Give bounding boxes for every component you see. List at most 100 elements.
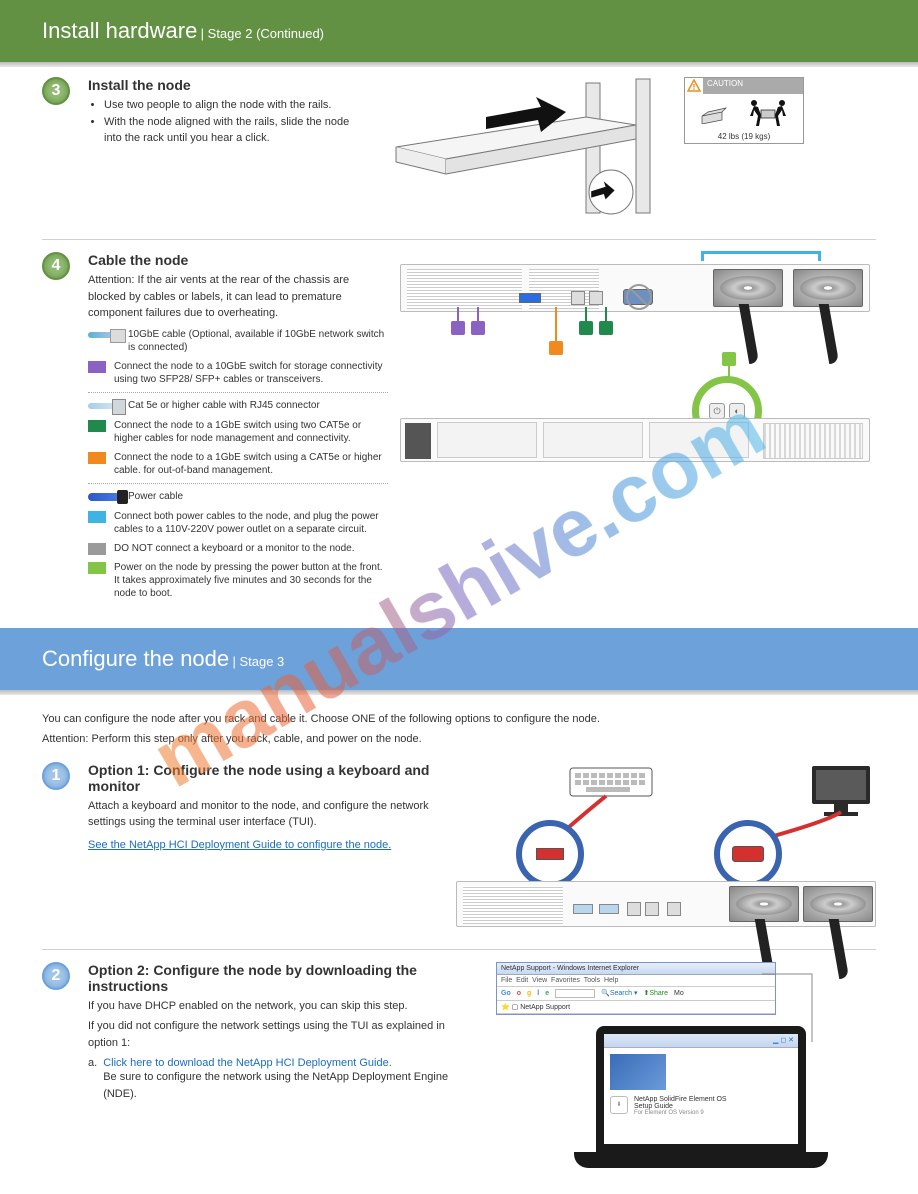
option2-heading: Option 2: Configure the node by download… (88, 962, 458, 994)
port-purple2 (471, 321, 485, 335)
weight-box-icon (698, 102, 728, 124)
no-connect-icon (619, 283, 659, 311)
stage3-intro: You can configure the node after you rac… (42, 711, 876, 728)
line (457, 307, 459, 321)
caution-icon (685, 78, 703, 94)
step4-legend: 10GbE cable (Optional, available if 10Gb… (88, 328, 388, 600)
swatch-lime (88, 562, 106, 574)
stage3-stage: | Stage 3 (232, 654, 284, 669)
stage3-content: You can configure the node after you rac… (0, 695, 918, 1194)
legend-text-8: Power on the node by pressing the power … (114, 561, 388, 600)
rj45-port2 (589, 291, 603, 305)
power-bracket (701, 251, 821, 261)
front-io-panel (763, 423, 863, 459)
laptop-diagram: NetApp Support - Windows Internet Explor… (476, 962, 806, 1172)
option2-number: 2 (42, 962, 70, 990)
swatch-orange (88, 452, 106, 464)
step4-heading: Cable the node (88, 252, 388, 268)
option2-row: 2 Option 2: Configure the node by downlo… (42, 962, 876, 1172)
rj45-port1 (571, 291, 585, 305)
swatch-gray (88, 543, 106, 555)
step3-row: 3 Install the node Use two people to ali… (42, 77, 876, 227)
option2-line1: If you have DHCP enabled on the network,… (88, 998, 458, 1015)
browser-tab: ⭐ ▢ NetApp Support (497, 1001, 775, 1014)
kvm-diagram (456, 762, 876, 937)
browser-toolbar: Google 🔍Search ▾ ⬆Share Mo (497, 987, 775, 1001)
step3-list: Use two people to align the node with th… (104, 97, 368, 147)
caution-col: CAUTION 42 lbs (19 kgs) (684, 77, 804, 227)
stage2-content: 3 Install the node Use two people to ali… (0, 67, 918, 628)
step4-number: 4 (42, 252, 70, 280)
option1-number: 1 (42, 762, 70, 790)
legend-text-6: Connect both power cables to the node, a… (114, 510, 388, 536)
power-btn-icon: ⏻ (709, 403, 725, 419)
caution-label: CAUTION (703, 78, 803, 94)
legend-text-0: 10GbE cable (Optional, available if 10Gb… (128, 328, 388, 354)
usb-port-blue (519, 293, 541, 303)
browser-menu: File Edit View Favorites Tools Help (497, 975, 775, 987)
port-orange (549, 341, 563, 355)
step3-heading: Install the node (88, 77, 368, 93)
dotted-divider (88, 392, 388, 393)
legend-text-5: Power cable (128, 490, 183, 503)
line (728, 366, 730, 380)
caution-weight: 42 lbs (19 kgs) (685, 132, 803, 143)
power-cable-icon (88, 493, 120, 501)
step3-number: 3 (42, 77, 70, 105)
option1-link[interactable]: See the NetApp HCI Deployment Guide to c… (88, 839, 391, 851)
line (585, 307, 587, 321)
stage2-title: Install hardware (42, 18, 197, 43)
rear-chassis-diagram (400, 252, 870, 342)
vga-callout (714, 820, 782, 888)
line (605, 307, 607, 321)
port-green2 (599, 321, 613, 335)
laptop-screen: ▁ ◻ ✕ ⬇ NetApp SolidFire Element OS Setu… (596, 1026, 806, 1152)
divider (42, 949, 876, 950)
dotted-divider (88, 483, 388, 484)
stage2-continued: | Stage 2 (Continued) (201, 26, 324, 41)
step3-diagram-col (386, 77, 666, 227)
browser-window: NetApp Support - Windows Internet Explor… (496, 962, 776, 1015)
option2-sub: Be sure to configure the network using t… (103, 1069, 458, 1102)
step3-line1: Use two people to align the node with th… (104, 97, 368, 114)
front-handle (405, 423, 431, 459)
legend-text-7: DO NOT connect a keyboard or a monitor t… (114, 542, 355, 555)
divider (42, 239, 876, 240)
step-a-label: a. (88, 1057, 97, 1102)
swatch-purple (88, 361, 106, 373)
swatch-cyan (88, 511, 106, 523)
front-chassis-diagram: ⏻ ◐ (400, 402, 870, 472)
step4-intro: Attention: If the air vents at the rear … (88, 272, 388, 322)
doc-title: NetApp SolidFire Element OS (634, 1096, 727, 1103)
line (477, 307, 479, 321)
line (555, 307, 557, 341)
vent-left (407, 269, 522, 309)
port-purple1 (451, 321, 465, 335)
option1-heading: Option 1: Configure the node using a key… (88, 762, 438, 794)
legend-text-4: Connect the node to a 1GbE switch using … (114, 451, 388, 477)
usb-callout (516, 820, 584, 888)
step4-row: 4 Cable the node Attention: If the air v… (42, 252, 876, 606)
rj45-cable-icon (88, 403, 120, 409)
id-btn-icon: ◐ (729, 403, 745, 419)
doc-thumbnail (610, 1054, 666, 1090)
legend-text-2: Cat 5e or higher cable with RJ45 connect… (128, 399, 320, 412)
two-person-lift-icon (746, 98, 790, 128)
option1-row: 1 Option 1: Configure the node using a k… (42, 762, 876, 937)
swatch-green (88, 420, 106, 432)
port-green1 (579, 321, 593, 335)
browser-title: NetApp Support - Windows Internet Explor… (501, 965, 639, 972)
stage2-banner: Install hardware | Stage 2 (Continued) (0, 0, 918, 62)
legend-text-3: Connect the node to a 1GbE switch using … (114, 419, 388, 445)
stage3-warning: Attention: Perform this step only after … (42, 731, 876, 748)
stage3-title: Configure the node (42, 646, 229, 671)
legend-text-1: Connect the node to a 10GbE switch for s… (114, 360, 388, 386)
optical-cable-icon (88, 332, 120, 338)
caution-box: CAUTION 42 lbs (19 kgs) (684, 77, 804, 144)
laptop-base (574, 1152, 828, 1168)
rack-install-diagram (386, 77, 666, 227)
stage3-banner: Configure the node | Stage 3 (0, 628, 918, 690)
option2-link[interactable]: Click here to download the NetApp HCI De… (103, 1057, 392, 1069)
option1-text: Attach a keyboard and monitor to the nod… (88, 798, 438, 831)
option2-line2: If you did not configure the network set… (88, 1018, 458, 1051)
